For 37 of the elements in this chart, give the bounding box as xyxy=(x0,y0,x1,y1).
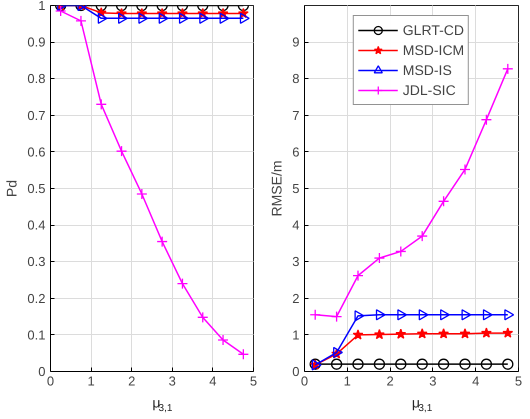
legend-label: GLRT-CD xyxy=(402,22,464,38)
y-tick-label: 0 xyxy=(38,364,46,379)
y-tick-label: 7 xyxy=(292,108,300,123)
y-tick-label: 8 xyxy=(292,71,300,86)
legend-label: MSD-IS xyxy=(402,62,452,78)
legend-label: JDL-SIC xyxy=(402,82,456,98)
x-tick-label: 3 xyxy=(429,374,437,388)
y-tick-label: 0 xyxy=(292,364,300,379)
x-tick-label: 4 xyxy=(472,374,480,388)
y-axis-title: Pd xyxy=(3,180,20,198)
x-tick-label: 4 xyxy=(209,374,217,388)
x-tick-label: 3 xyxy=(168,374,176,388)
y-tick-label: 0.9 xyxy=(27,34,46,50)
x-tick-label: 1 xyxy=(344,374,351,388)
y-tick-label: 0.6 xyxy=(27,144,46,160)
x-tick-label: 2 xyxy=(128,374,136,388)
y-tick-label: 0.8 xyxy=(27,71,46,86)
y-tick-label: 5 xyxy=(292,181,300,196)
y-tick-label: 3 xyxy=(292,254,300,270)
y-tick-label: 0.4 xyxy=(27,218,46,233)
y-tick-label: 0.7 xyxy=(27,108,46,123)
y-tick-label: 2 xyxy=(292,290,300,306)
y-tick-label: 0.5 xyxy=(27,181,46,196)
y-tick-label: 0.1 xyxy=(27,327,46,342)
y-tick-label: 0.2 xyxy=(27,290,46,306)
y-tick-label: 9 xyxy=(292,34,300,50)
y-axis-title: RMSE/m xyxy=(268,160,284,216)
y-tick-label: 1 xyxy=(292,327,300,342)
x-tick-label: 5 xyxy=(514,374,522,388)
y-tick-label: 6 xyxy=(292,144,300,160)
x-tick-label: 2 xyxy=(386,374,394,388)
legend-label: MSD-ICM xyxy=(402,42,464,58)
y-tick-label: 0.3 xyxy=(27,254,46,270)
y-tick-label: 1 xyxy=(38,0,46,13)
x-tick-label: 5 xyxy=(250,374,258,388)
x-tick-label: 1 xyxy=(87,374,95,388)
y-tick-label: 4 xyxy=(292,218,300,233)
